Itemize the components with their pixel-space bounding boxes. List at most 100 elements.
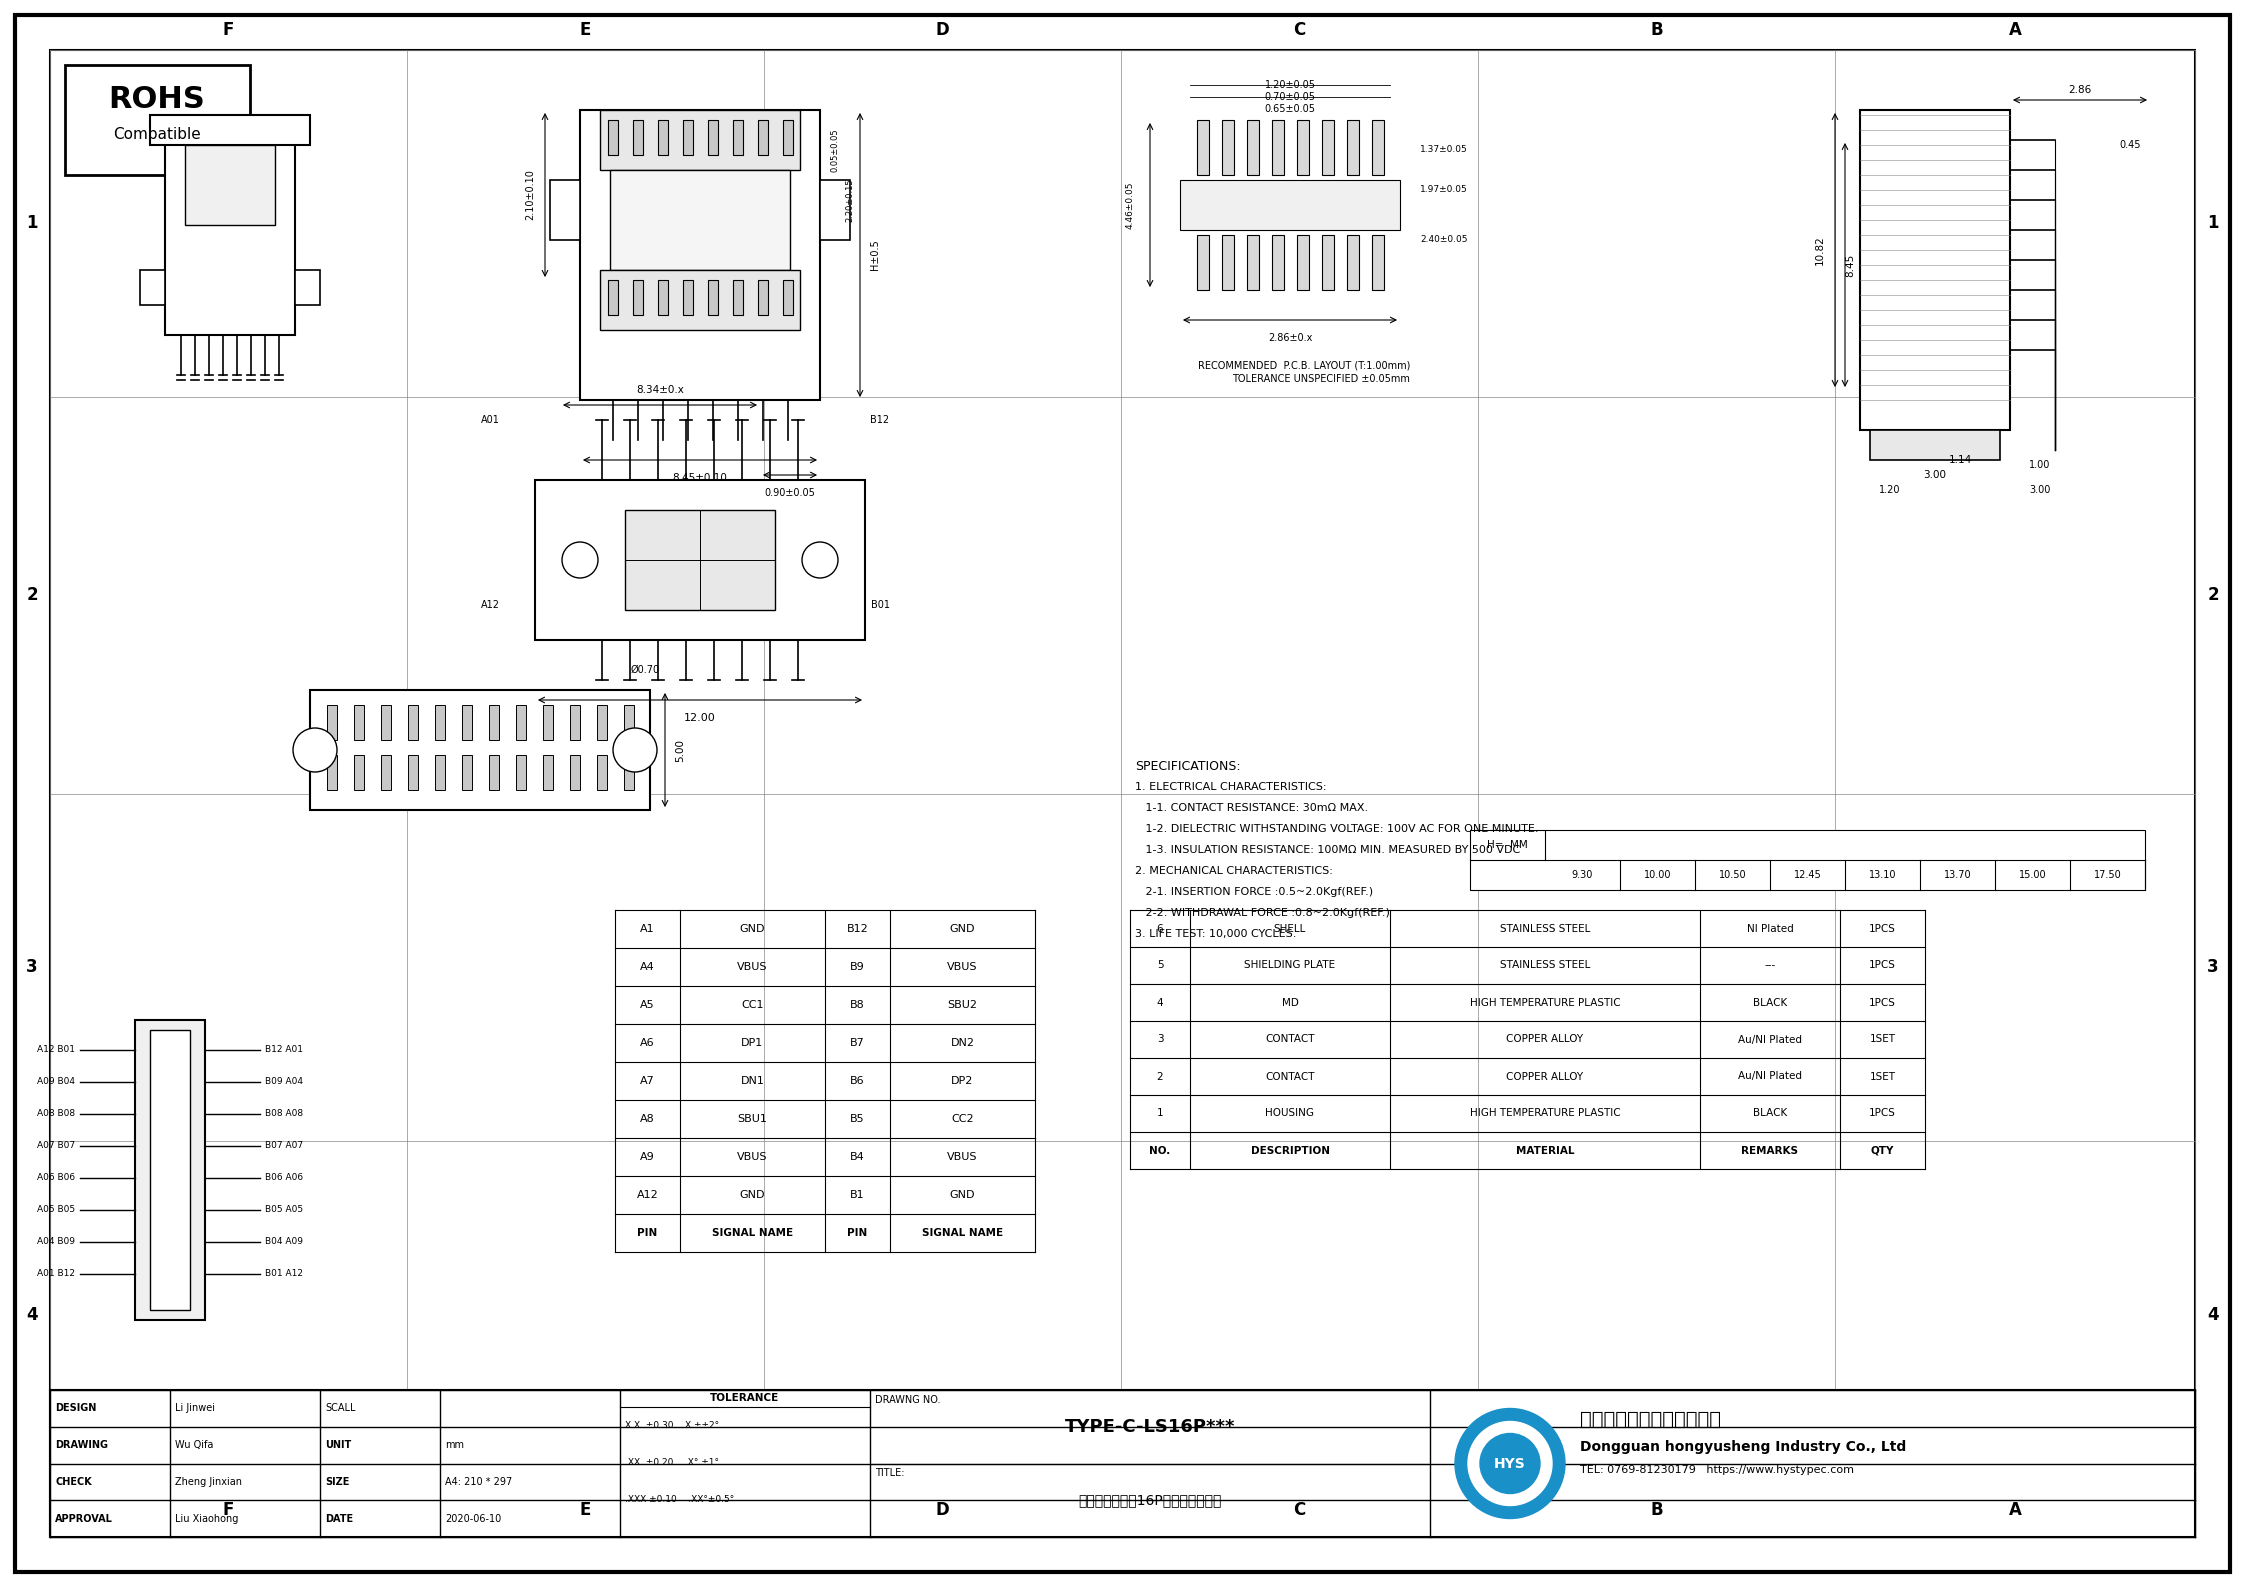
Text: 1.20: 1.20: [1879, 486, 1902, 495]
Bar: [1870, 430, 2000, 460]
Text: SHELL: SHELL: [1273, 924, 1307, 933]
Text: STAINLESS STEEL: STAINLESS STEEL: [1500, 960, 1589, 971]
Text: Au/NI Plated: Au/NI Plated: [1738, 1071, 1803, 1081]
Bar: [1298, 121, 1309, 175]
Circle shape: [561, 543, 597, 578]
Text: VBUS: VBUS: [947, 1152, 979, 1162]
Text: GND: GND: [741, 924, 766, 935]
Text: A1: A1: [640, 924, 656, 935]
Text: B5: B5: [851, 1114, 864, 1124]
Text: B6: B6: [851, 1076, 864, 1086]
Text: BLACK: BLACK: [1753, 998, 1787, 1008]
Text: RECOMMENDED  P.C.B. LAYOUT (T:1.00mm): RECOMMENDED P.C.B. LAYOUT (T:1.00mm): [1197, 360, 1410, 370]
Text: DATE: DATE: [326, 1514, 352, 1524]
Text: HYS: HYS: [384, 538, 1715, 1103]
Circle shape: [801, 543, 837, 578]
Text: 1-3. INSULATION RESISTANCE: 100MΩ MIN. MEASURED BY 500 VDC: 1-3. INSULATION RESISTANCE: 100MΩ MIN. M…: [1136, 844, 1520, 855]
Circle shape: [1479, 1433, 1540, 1493]
Text: CC1: CC1: [741, 1000, 763, 1009]
Text: 1.14: 1.14: [1949, 455, 1971, 465]
Text: MATERIAL: MATERIAL: [1515, 1146, 1574, 1155]
Bar: [608, 121, 617, 156]
Text: A01 B12: A01 B12: [36, 1270, 74, 1279]
Text: UNIT: UNIT: [326, 1439, 350, 1451]
Text: 0.70±0.05: 0.70±0.05: [1264, 92, 1316, 102]
Circle shape: [1468, 1422, 1551, 1506]
Text: 12.45: 12.45: [1794, 870, 1821, 881]
Bar: [1470, 830, 2144, 890]
Text: 1: 1: [2207, 214, 2218, 233]
Bar: [489, 755, 498, 790]
Bar: [784, 279, 792, 314]
Circle shape: [613, 728, 658, 771]
Text: B: B: [1650, 1501, 1664, 1519]
Bar: [150, 1030, 191, 1309]
Bar: [633, 121, 642, 156]
Bar: [570, 755, 579, 790]
Bar: [570, 705, 579, 740]
Text: HIGH TEMPERATURE PLASTIC: HIGH TEMPERATURE PLASTIC: [1470, 1108, 1621, 1119]
Bar: [516, 755, 525, 790]
Text: 2.86: 2.86: [2068, 86, 2092, 95]
Text: VBUS: VBUS: [736, 962, 768, 971]
Text: E: E: [579, 21, 590, 40]
Text: 2. MECHANICAL CHARACTERISTICS:: 2. MECHANICAL CHARACTERISTICS:: [1136, 867, 1334, 876]
Text: Dongguan hongyusheng Industry Co., Ltd: Dongguan hongyusheng Industry Co., Ltd: [1580, 1439, 1906, 1454]
Bar: [65, 65, 249, 175]
Text: 0.45: 0.45: [2119, 140, 2142, 151]
Text: 1. ELECTRICAL CHARACTERISTICS:: 1. ELECTRICAL CHARACTERISTICS:: [1136, 782, 1327, 792]
Bar: [633, 279, 642, 314]
Text: HIGH TEMPERATURE PLASTIC: HIGH TEMPERATURE PLASTIC: [1470, 998, 1621, 1008]
Text: 8.45±0.10: 8.45±0.10: [674, 473, 727, 482]
Bar: [707, 121, 718, 156]
Bar: [784, 121, 792, 156]
Text: COPPER ALLOY: COPPER ALLOY: [1506, 1071, 1583, 1081]
Text: C: C: [1293, 1501, 1307, 1519]
Text: B04 A09: B04 A09: [265, 1238, 303, 1246]
Text: PIN: PIN: [638, 1228, 658, 1238]
Text: 2.20±0.15: 2.20±0.15: [844, 178, 853, 222]
Text: A9: A9: [640, 1152, 656, 1162]
Text: 3.00: 3.00: [1924, 470, 1946, 479]
Text: A06 B06: A06 B06: [36, 1173, 74, 1182]
Text: 1.20±0.05: 1.20±0.05: [1264, 79, 1316, 90]
Bar: [1221, 121, 1235, 175]
Bar: [1298, 235, 1309, 290]
Bar: [658, 121, 669, 156]
Text: E: E: [579, 1501, 590, 1519]
Text: B1: B1: [851, 1190, 864, 1200]
Text: 1-1. CONTACT RESISTANCE: 30mΩ MAX.: 1-1. CONTACT RESISTANCE: 30mΩ MAX.: [1136, 803, 1367, 813]
Bar: [1246, 235, 1259, 290]
Text: A07 B07: A07 B07: [36, 1141, 74, 1151]
Text: 8.34±0.x: 8.34±0.x: [635, 386, 685, 395]
Text: A: A: [2009, 1501, 2020, 1519]
Bar: [543, 705, 552, 740]
Text: 1: 1: [1156, 1108, 1163, 1119]
Bar: [328, 705, 337, 740]
Text: 四脚插板双排公16P贴片立式系列图: 四脚插板双排公16P贴片立式系列图: [1078, 1493, 1221, 1508]
Bar: [184, 144, 274, 225]
Text: 1.37±0.05: 1.37±0.05: [1421, 146, 1468, 154]
Text: 3: 3: [27, 959, 38, 976]
Text: A6: A6: [640, 1038, 656, 1047]
Bar: [624, 705, 633, 740]
Bar: [462, 705, 471, 740]
Text: B7: B7: [851, 1038, 864, 1047]
Text: REMARKS: REMARKS: [1742, 1146, 1798, 1155]
Text: 3: 3: [1156, 1035, 1163, 1044]
Text: F: F: [222, 21, 233, 40]
Bar: [355, 705, 364, 740]
Text: B8: B8: [851, 1000, 864, 1009]
Text: TYPE-C-LS16P***: TYPE-C-LS16P***: [1064, 1417, 1235, 1436]
Text: 1PCS: 1PCS: [1870, 960, 1897, 971]
Text: DRAWING: DRAWING: [54, 1439, 108, 1451]
Bar: [707, 279, 718, 314]
Text: GND: GND: [950, 924, 974, 935]
Text: B12 A01: B12 A01: [265, 1046, 303, 1054]
Bar: [682, 121, 694, 156]
Text: B: B: [1650, 21, 1664, 40]
Bar: [624, 509, 775, 609]
Bar: [759, 279, 768, 314]
Bar: [543, 755, 552, 790]
Bar: [49, 1390, 2196, 1536]
